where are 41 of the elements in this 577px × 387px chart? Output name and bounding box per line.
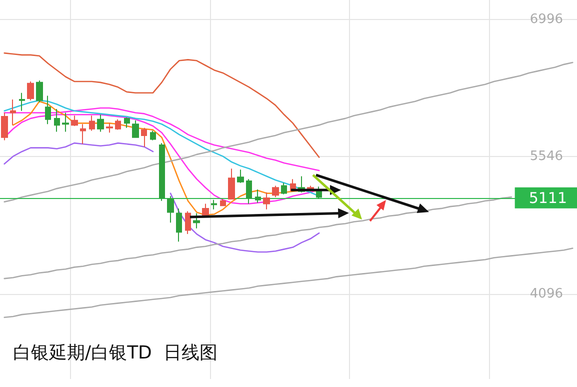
line-series xyxy=(4,62,574,202)
candlestick xyxy=(27,80,34,101)
candlestick xyxy=(185,210,191,235)
candlestick xyxy=(167,196,174,224)
line-series xyxy=(4,52,320,158)
candlestick xyxy=(115,118,121,130)
candlestick xyxy=(220,198,226,206)
candlestick xyxy=(10,98,16,126)
candlestick xyxy=(281,182,287,195)
candlestick xyxy=(193,212,200,229)
candlestick xyxy=(80,124,86,145)
candlestick xyxy=(176,208,182,242)
line-series xyxy=(4,248,574,318)
candlestick xyxy=(36,80,43,103)
candlestick xyxy=(1,112,8,141)
ref-line-label: 5111 xyxy=(528,188,567,207)
candlestick xyxy=(54,108,60,132)
candlestick xyxy=(159,142,165,202)
candlestick xyxy=(255,189,261,204)
candlestick xyxy=(272,185,279,198)
y-tick-label: 4096 xyxy=(530,286,563,302)
candlestick xyxy=(237,169,244,184)
line-series xyxy=(4,196,512,280)
candlestick xyxy=(45,95,51,125)
y-tick-label: 5546 xyxy=(530,149,563,164)
candlestick xyxy=(228,168,235,200)
candlestick xyxy=(211,199,217,210)
candlestick xyxy=(263,192,270,210)
candlestick xyxy=(19,92,25,112)
candlestick xyxy=(141,127,147,148)
candlestick xyxy=(132,120,139,138)
text: 白银延期/白银TD 日线图 xyxy=(13,342,218,364)
candlestick xyxy=(62,112,69,132)
candlestick xyxy=(124,116,130,128)
candlestick xyxy=(246,178,252,204)
candlestick xyxy=(89,115,95,132)
candlestick xyxy=(71,115,78,127)
y-tick-label: 6996 xyxy=(530,12,563,27)
candlestick xyxy=(150,130,156,141)
candlestick xyxy=(106,122,113,134)
candlestick xyxy=(97,114,104,132)
